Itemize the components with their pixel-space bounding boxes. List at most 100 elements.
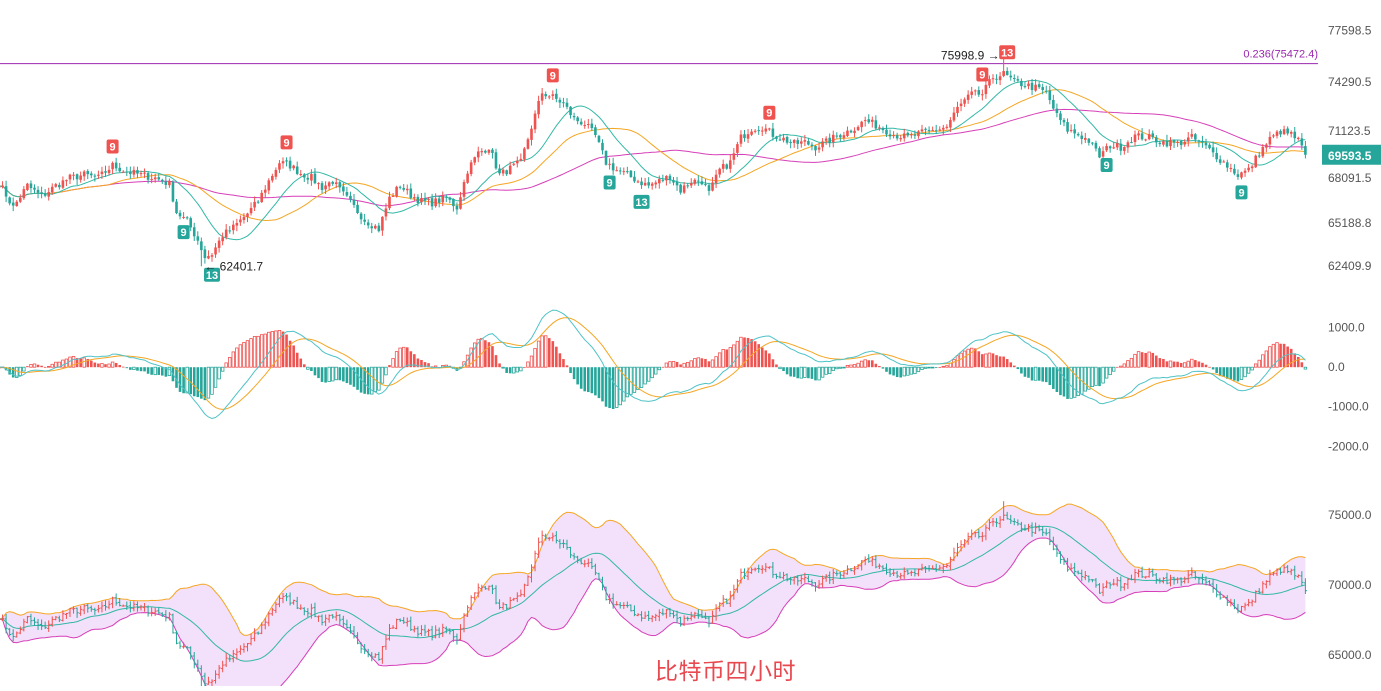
candle-body	[356, 205, 359, 213]
candle-body	[182, 217, 185, 218]
candle-body	[640, 182, 643, 186]
macd-histogram-bar	[512, 367, 515, 373]
candle-body	[1155, 137, 1158, 142]
candle-body	[200, 241, 203, 250]
candle-body	[1162, 141, 1165, 144]
candle-body	[126, 172, 129, 173]
price-tick-label: 71123.5	[1328, 124, 1371, 138]
macd-histogram-bar	[569, 367, 572, 373]
macd-histogram-bar	[1254, 364, 1257, 367]
macd-histogram-bar	[303, 364, 306, 367]
candle-body	[495, 152, 498, 168]
candle-body	[1084, 138, 1087, 140]
candle-body	[988, 79, 991, 85]
candle-body	[938, 130, 941, 131]
macd-histogram-bar	[839, 367, 842, 368]
high-price-annotation: 75998.9 →	[941, 48, 1000, 62]
macd-histogram-bar	[1034, 367, 1037, 380]
macd-histogram-bar	[789, 367, 792, 376]
macd-histogram-bar	[292, 345, 295, 367]
candle-body	[275, 170, 278, 177]
candle-body	[740, 135, 743, 144]
macd-histogram-bar	[910, 367, 913, 374]
td-marker: 9	[178, 225, 190, 239]
macd-histogram-bar	[321, 367, 324, 382]
candle-body	[168, 181, 171, 185]
macd-histogram-bar	[875, 364, 878, 367]
macd-histogram-bar	[1169, 361, 1172, 367]
macd-histogram-bar	[1180, 363, 1183, 367]
candle-body	[374, 226, 377, 229]
candle-body	[1283, 129, 1286, 134]
macd-histogram-bar	[651, 367, 654, 378]
candle-body	[1009, 76, 1012, 78]
macd-histogram-bar	[899, 367, 902, 377]
candle-body	[172, 182, 175, 202]
candle-body	[197, 236, 200, 240]
macd-histogram-bar	[690, 361, 693, 367]
macd-histogram-bar	[47, 366, 50, 367]
candle-body	[633, 177, 636, 182]
candle-body	[232, 225, 235, 231]
macd-histogram-bar	[658, 367, 661, 370]
candle-body	[1045, 91, 1048, 92]
candle-body	[1056, 109, 1059, 113]
candle-body	[175, 202, 178, 214]
candle-body	[23, 189, 26, 198]
candle-body	[956, 107, 959, 113]
macd-histogram-bar	[342, 367, 345, 381]
candle-body	[1059, 113, 1062, 120]
macd-histogram-bar	[406, 347, 409, 367]
candle-body	[896, 135, 899, 138]
current-price-tag: 69593.5	[1322, 145, 1381, 165]
candle-body	[1091, 143, 1094, 144]
candle-body	[1002, 71, 1005, 76]
candle-body	[225, 230, 228, 238]
candle-body	[985, 85, 988, 94]
macd-histogram-bar	[1194, 360, 1197, 367]
candle-body	[1205, 143, 1208, 146]
macd-histogram-bar	[697, 358, 700, 367]
macd-histogram-bar	[1091, 367, 1094, 386]
candle-body	[779, 139, 782, 140]
candle-body	[733, 153, 736, 159]
candle-body	[967, 95, 970, 100]
macd-histogram-bar	[601, 367, 604, 401]
macd-histogram-bar	[23, 367, 26, 371]
candle-body	[246, 214, 249, 218]
candle-body	[1109, 146, 1112, 148]
macd-histogram-bar	[367, 367, 370, 394]
candle-body	[289, 161, 292, 169]
candle-body	[701, 181, 704, 184]
candle-body	[193, 227, 196, 236]
macd-histogram-bar	[115, 363, 118, 367]
candle-body	[711, 182, 714, 190]
candle-body	[928, 130, 931, 131]
macd-histogram-bar	[239, 345, 242, 367]
candle-body	[133, 170, 136, 175]
current-price-tag-label: 69593.5	[1328, 149, 1372, 163]
y-axis-labels: 77598.574290.571123.568091.565188.862409…	[1328, 24, 1372, 662]
candle-body	[83, 172, 86, 177]
macd-histogram-bar	[800, 367, 803, 378]
macd-histogram-bar	[1301, 362, 1304, 367]
candle-body	[825, 139, 828, 141]
macd-histogram-bar	[1159, 358, 1162, 367]
candle-body	[1052, 100, 1055, 109]
candle-body	[541, 93, 544, 100]
candle-body	[836, 136, 839, 137]
macd-histogram-bar	[889, 367, 892, 374]
candle-body	[30, 183, 33, 188]
candle-body	[385, 208, 388, 216]
candle-body	[647, 182, 650, 185]
macd-histogram-bar	[552, 341, 555, 367]
macd-histogram-bar	[246, 341, 249, 368]
candle-body	[718, 169, 721, 175]
macd-histogram-bar	[12, 367, 15, 377]
macd-panel	[0, 310, 1307, 418]
candle-body	[268, 180, 271, 190]
candle-body	[1290, 132, 1293, 134]
candle-body	[441, 196, 444, 203]
macd-histogram-bar	[640, 367, 643, 387]
candle-body	[104, 171, 107, 173]
